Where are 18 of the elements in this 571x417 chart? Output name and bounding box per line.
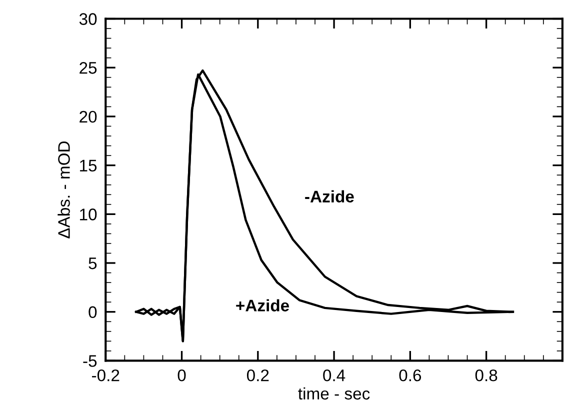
- y-tick-label: 15: [80, 160, 97, 172]
- y-tick-label: 30: [79, 13, 97, 25]
- x-tick-label: 0.6: [399, 369, 422, 382]
- y-axis-title: ΔAbs. - mOD: [58, 141, 70, 238]
- y-tick-label: -5: [83, 355, 97, 367]
- series-label: -Azide: [305, 190, 354, 202]
- y-tick-label: 5: [88, 258, 97, 270]
- x-tick-label: -0.2: [92, 369, 120, 382]
- x-tick-label: 0.8: [475, 369, 498, 382]
- y-tick-label: 20: [80, 110, 97, 123]
- x-tick-label: 0.2: [246, 369, 269, 382]
- y-tick-label: 0: [88, 306, 97, 318]
- series-label: +Azide: [236, 299, 290, 312]
- x-axis-title: time - sec: [298, 387, 370, 400]
- x-tick-label: 0.4: [323, 369, 346, 382]
- y-tick-label: 25: [80, 62, 97, 74]
- x-tick-label: 0: [178, 369, 186, 382]
- y-tick-label: 10: [80, 208, 97, 220]
